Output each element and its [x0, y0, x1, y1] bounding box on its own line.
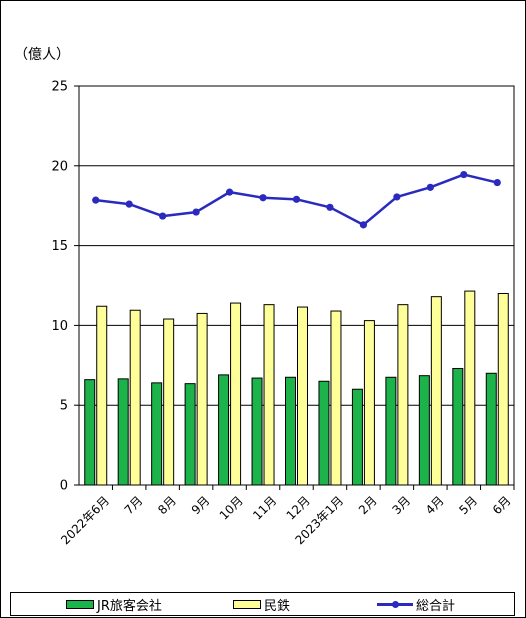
total-line-point: [426, 183, 434, 191]
legend-label-private: 民鉄: [264, 598, 291, 614]
bar-private-railway: [330, 310, 342, 486]
legend-swatch-private: [233, 599, 261, 609]
x-tick-label: 8月: [155, 493, 179, 517]
bar-jr: [84, 379, 96, 486]
x-tick-label: 4月: [423, 493, 447, 517]
bar-private-railway: [263, 304, 275, 486]
bar-jr: [117, 378, 129, 486]
bar-private-railway: [196, 312, 208, 486]
total-line-point: [159, 212, 167, 220]
bar-private-railway: [129, 309, 141, 486]
y-tick-label: 10: [51, 319, 68, 334]
x-tick-label: 11月: [250, 493, 279, 522]
legend: JR旅客会社 民鉄 総合計: [10, 592, 515, 616]
bar-jr: [218, 374, 230, 486]
legend-item-private: 民鉄: [233, 595, 291, 614]
bar-private-railway: [497, 292, 509, 486]
bar-private-railway: [163, 318, 175, 486]
x-tick-label: 3月: [389, 493, 413, 517]
total-line-point: [359, 221, 368, 229]
bar-jr: [318, 380, 330, 486]
bar-jr: [285, 376, 296, 486]
bar-jr: [251, 377, 263, 486]
y-tick-label: 20: [51, 159, 68, 174]
axes: [74, 85, 515, 490]
legend-label-total: 総合計: [416, 598, 456, 614]
bar-jr: [184, 383, 196, 486]
bar-private-railway: [430, 296, 442, 486]
total-line-point: [493, 178, 501, 187]
total-line-series: [92, 170, 501, 229]
bar-private-railway: [297, 306, 308, 486]
x-tick-label: 6月: [490, 493, 514, 517]
bar-jr: [351, 388, 363, 486]
legend-item-total: 総合計: [377, 595, 456, 614]
bar-private-railway: [363, 320, 375, 486]
y-tick-labels: 0 5 10 15 20 25: [51, 80, 68, 494]
bars: [84, 290, 509, 486]
total-line-point: [326, 203, 334, 211]
legend-swatch-jr: [66, 599, 94, 609]
total-line-point: [92, 196, 100, 204]
bar-private-railway: [96, 305, 108, 486]
x-tick-label: 5月: [456, 493, 480, 517]
total-line-point: [460, 170, 468, 179]
total-line-point: [292, 195, 301, 203]
bar-jr: [418, 375, 430, 486]
x-tick-label: 2022年6月: [58, 493, 112, 547]
x-tick-label: 7月: [122, 493, 146, 517]
y-tick-label: 0: [60, 479, 68, 494]
y-tick-label: 5: [60, 399, 68, 414]
total-line-point: [125, 200, 133, 208]
x-tick-label: 9月: [189, 493, 213, 517]
legend-label-jr: JR旅客会社: [97, 598, 162, 614]
bar-private-railway: [464, 290, 476, 486]
x-tick-label: 10月: [217, 493, 246, 522]
y-tick-label: 15: [51, 239, 68, 254]
total-line-point: [225, 188, 234, 196]
total-line-point: [259, 194, 267, 202]
bar-private-railway: [230, 302, 242, 486]
legend-swatch-total: [377, 600, 413, 609]
bar-jr: [485, 372, 497, 486]
plot-area-border: [78, 85, 515, 486]
y-axis-unit-label: （億人）: [14, 47, 70, 63]
total-line-point: [393, 193, 401, 201]
x-tick-label: 2月: [356, 493, 380, 517]
legend-item-jr: JR旅客会社: [66, 595, 162, 614]
y-tick-label: 25: [51, 80, 68, 95]
total-line-point: [192, 208, 200, 216]
bar-jr: [452, 367, 464, 486]
bar-jr: [151, 382, 163, 486]
x-tick-label: 12月: [284, 493, 313, 522]
gridlines: [79, 85, 514, 406]
bar-private-railway: [397, 304, 409, 486]
bar-jr: [385, 376, 397, 486]
